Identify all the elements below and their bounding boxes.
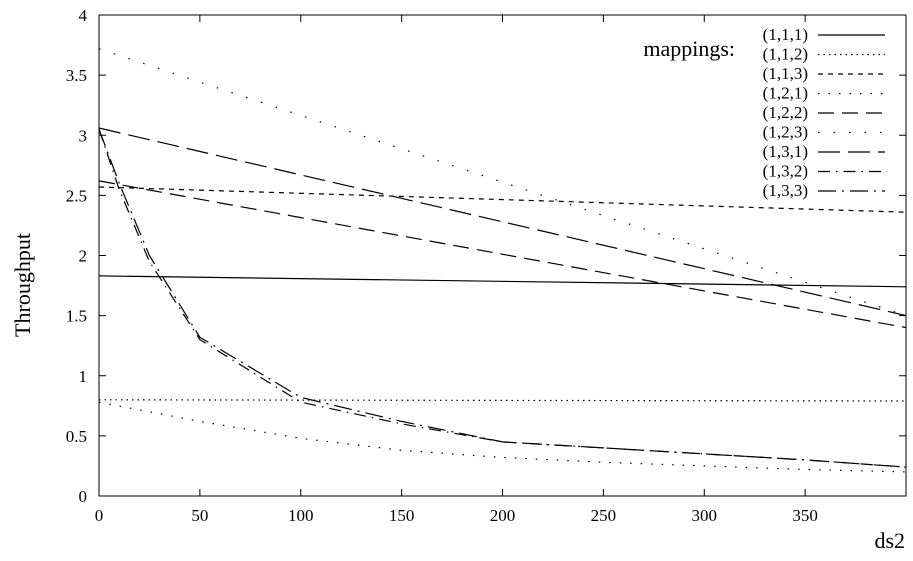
- series-lines: [98, 48, 907, 473]
- x-tick-label: 100: [288, 506, 314, 525]
- series-line-5: [98, 180, 907, 329]
- x-tick-label: 50: [191, 506, 208, 525]
- series-line-8: [98, 129, 907, 468]
- y-tick-label: 2: [79, 247, 88, 266]
- legend-label: (1,2,1): [763, 84, 808, 103]
- series-line-7: [98, 127, 907, 317]
- legend-label: (1,1,3): [763, 64, 808, 83]
- y-tick-label: 0.5: [66, 427, 87, 446]
- y-tick-label: 4: [79, 6, 88, 25]
- y-tick-label: 1: [79, 367, 88, 386]
- legend-label: (1,1,1): [763, 25, 808, 44]
- legend-label: (1,3,3): [763, 181, 808, 200]
- x-axis-label: ds2: [874, 528, 905, 553]
- x-tick-label: 300: [692, 506, 718, 525]
- legend-label: (1,2,3): [763, 123, 808, 142]
- x-tick-label: 200: [490, 506, 516, 525]
- legend-label: (1,3,1): [763, 142, 808, 161]
- legend-label: (1,2,2): [763, 103, 808, 122]
- x-tick-label: 350: [792, 506, 818, 525]
- series-line-2: [98, 399, 907, 402]
- y-tick-label: 3.5: [66, 66, 87, 85]
- y-tick-label: 0: [79, 487, 88, 506]
- x-tick-label: 250: [591, 506, 617, 525]
- series-line-9: [98, 128, 907, 468]
- series-line-1: [98, 275, 907, 288]
- legend: mappings: (1,1,1)(1,1,2)(1,1,3)(1,2,1)(1…: [643, 25, 885, 200]
- legend-label: (1,3,2): [763, 162, 808, 181]
- y-tick-label: 2.5: [66, 186, 87, 205]
- x-tick-label: 150: [389, 506, 415, 525]
- y-tick-label: 3: [79, 126, 88, 145]
- axis-ticks: 0 50 100 150 200 250 300 350 0 0.5 1 1.5 2 2.5 3 3.5 4: [66, 6, 906, 525]
- y-tick-label: 1.5: [66, 307, 87, 326]
- legend-label: (1,1,2): [763, 45, 808, 64]
- series-line-3: [98, 186, 907, 213]
- series-line-4: [98, 401, 907, 473]
- y-axis-label: Throughput: [10, 233, 35, 337]
- x-tick-label: 0: [95, 506, 104, 525]
- legend-title: mappings:: [643, 36, 735, 61]
